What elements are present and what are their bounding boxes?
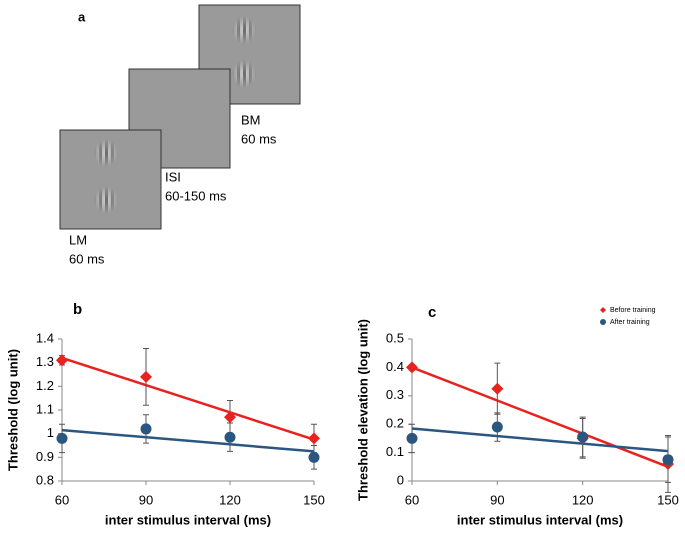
point bbox=[140, 370, 152, 383]
point bbox=[56, 432, 68, 444]
point bbox=[308, 432, 320, 445]
point bbox=[308, 451, 320, 463]
y-tick-label: 0.4 bbox=[386, 359, 404, 374]
point bbox=[662, 454, 674, 466]
point bbox=[406, 361, 418, 374]
legend-label: After training bbox=[610, 319, 650, 326]
x-tick-label: 120 bbox=[572, 492, 594, 507]
x-axis-label: inter stimulus interval (ms) bbox=[105, 512, 271, 527]
chart: b 0.8 0.9 1 1.1 1.2 1.3 1.4 60 90 120 150 inter stim… bbox=[5, 301, 324, 527]
x-tick-label: 60 bbox=[55, 492, 69, 507]
point bbox=[56, 354, 68, 367]
panel-label: a bbox=[78, 9, 86, 24]
trend-line bbox=[61, 428, 315, 453]
point bbox=[406, 432, 418, 444]
legend-label: Before training bbox=[610, 307, 656, 314]
y-tick-label: 1.2 bbox=[36, 378, 54, 393]
y-tick-label: 0.3 bbox=[386, 387, 404, 402]
legend-marker bbox=[600, 307, 606, 313]
x-tick-label: 90 bbox=[490, 492, 504, 507]
y-tick-label: 0.5 bbox=[386, 330, 404, 345]
y-axis-label: Threshold (log unit) bbox=[5, 349, 20, 471]
y-tick-label: 0.1 bbox=[386, 444, 404, 459]
y-tick-label: 1.1 bbox=[36, 401, 54, 416]
frame-duration: 60 ms bbox=[69, 251, 105, 266]
panel-a: a BM 60 ms ISI 60-150 ms LM 60 ms bbox=[59, 4, 301, 266]
point bbox=[491, 382, 504, 395]
y-tick-label: 0.9 bbox=[36, 449, 54, 464]
y-tick-label: 1.4 bbox=[36, 330, 54, 345]
legend-marker bbox=[600, 319, 606, 325]
x-axis-label: inter stimulus interval (ms) bbox=[457, 512, 623, 527]
x-tick-label: 150 bbox=[657, 492, 679, 507]
panel-label: c bbox=[428, 304, 436, 321]
frame-duration: 60 ms bbox=[241, 131, 277, 146]
point bbox=[224, 411, 236, 424]
y-tick-label: 1.3 bbox=[36, 354, 54, 369]
gabor bbox=[232, 16, 256, 44]
point bbox=[577, 431, 589, 443]
panel-label: b bbox=[73, 301, 82, 318]
frame-name: BM bbox=[241, 112, 261, 127]
x-tick-label: 60 bbox=[405, 492, 419, 507]
y-tick-label: 1 bbox=[47, 425, 54, 440]
y-tick-label: 0.8 bbox=[36, 472, 54, 487]
chart: c 0 0.1 0.2 0.3 0.4 0.5 60 90 120 150 inter stimulu… bbox=[355, 304, 678, 527]
x-tick-label: 150 bbox=[303, 492, 325, 507]
gabor bbox=[94, 139, 118, 167]
point bbox=[140, 423, 152, 435]
frame-name: ISI bbox=[165, 169, 181, 184]
trend-line bbox=[61, 356, 315, 441]
y-axis-label: Threshold elevation (log unit) bbox=[355, 319, 370, 501]
gabor bbox=[232, 60, 256, 88]
frame-name: LM bbox=[69, 232, 87, 247]
trend-line bbox=[411, 366, 669, 468]
gabor bbox=[94, 186, 118, 214]
point bbox=[224, 431, 236, 443]
x-tick-label: 90 bbox=[139, 492, 153, 507]
y-tick-label: 0.2 bbox=[386, 416, 404, 431]
frame-duration: 60-150 ms bbox=[165, 188, 227, 203]
x-tick-label: 120 bbox=[219, 492, 241, 507]
point bbox=[491, 421, 503, 433]
trend-line bbox=[411, 427, 669, 453]
y-tick-label: 0 bbox=[397, 472, 404, 487]
